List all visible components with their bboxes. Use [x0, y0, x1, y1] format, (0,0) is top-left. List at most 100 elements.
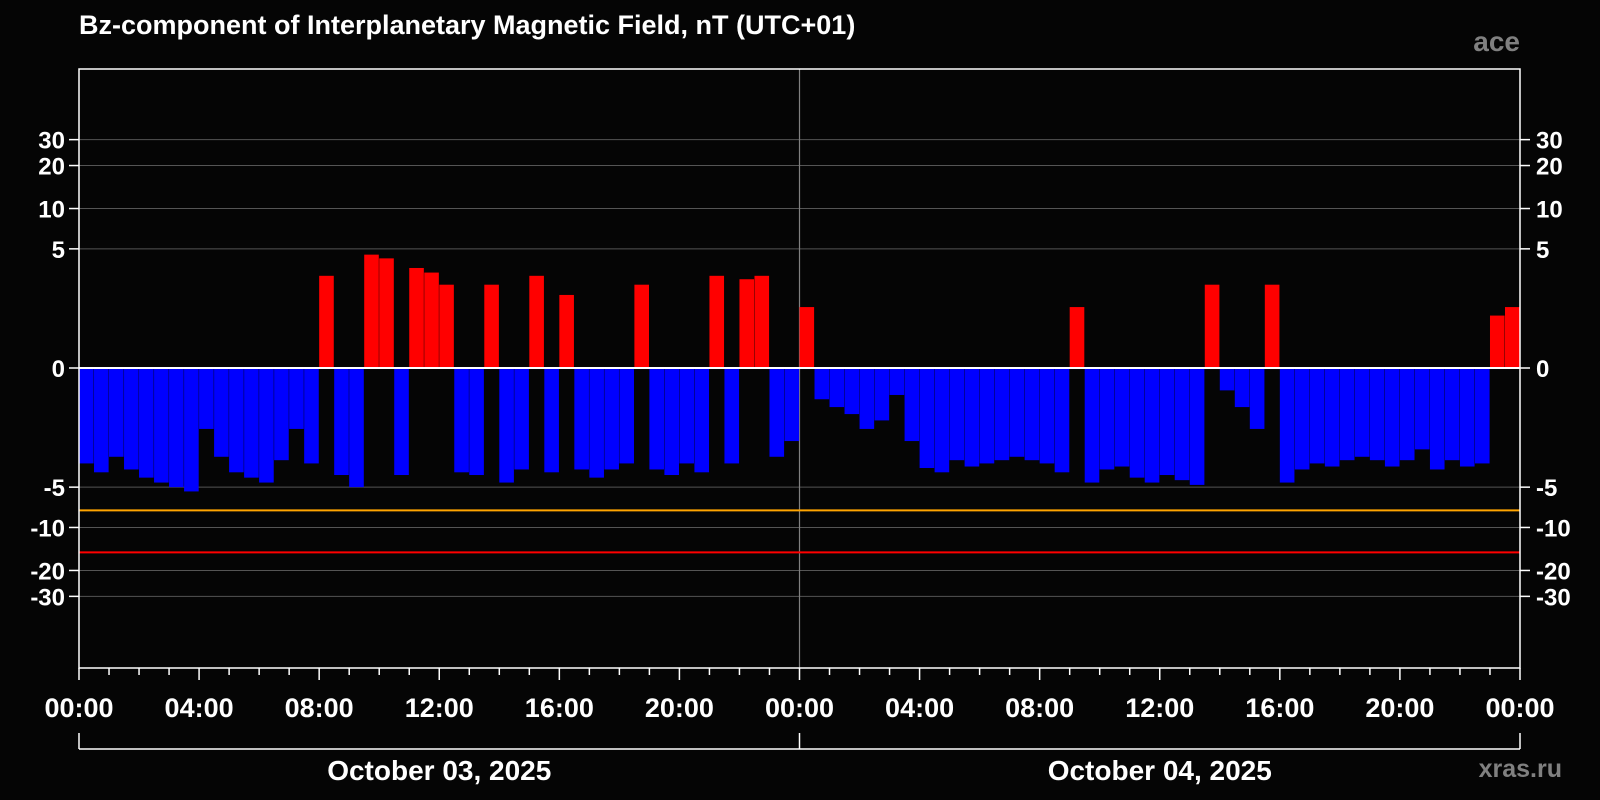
y-tick-label-left: 5 — [52, 237, 65, 264]
bz-bar — [559, 294, 574, 368]
bz-bar — [1054, 368, 1070, 473]
bz-bar — [424, 272, 439, 368]
bz-bar — [454, 368, 469, 473]
bz-bar — [544, 368, 559, 473]
bz-bar — [1369, 368, 1385, 461]
x-tick-label: 04:00 — [885, 693, 954, 723]
x-tick-label: 12:00 — [405, 693, 474, 723]
y-tick-label-left: 30 — [38, 128, 65, 155]
bz-bar — [1384, 368, 1400, 467]
bz-bar — [979, 368, 995, 464]
bz-bar — [469, 368, 484, 476]
x-tick-label: 08:00 — [285, 693, 354, 723]
bz-bar — [274, 368, 289, 461]
bz-bar — [94, 368, 109, 473]
bars-layer — [79, 254, 1520, 492]
bz-bar — [589, 368, 604, 478]
bz-bar — [859, 368, 875, 429]
bz-bar — [379, 258, 394, 368]
bz-bar — [739, 279, 755, 368]
bz-bar — [1504, 307, 1520, 368]
bz-bar — [1324, 368, 1340, 467]
y-tick-label-left: -10 — [30, 515, 65, 542]
bz-bar — [1204, 284, 1220, 368]
x-tick-label: 00:00 — [765, 693, 834, 723]
y-tick-label-right: -20 — [1536, 558, 1571, 585]
bz-bar — [319, 275, 334, 368]
bz-bar — [709, 275, 725, 368]
bz-bar — [649, 368, 665, 470]
bz-bar — [1339, 368, 1355, 461]
y-tick-label-right: 10 — [1536, 197, 1563, 224]
bz-bar — [79, 368, 94, 464]
x-tick-label: 08:00 — [1005, 693, 1074, 723]
bz-bar — [529, 275, 544, 368]
bz-bar — [1099, 368, 1115, 470]
bz-bar — [1159, 368, 1175, 476]
bz-bar — [259, 368, 274, 483]
bz-bar — [304, 368, 319, 464]
bz-bar — [1144, 368, 1160, 483]
y-tick-label-right: -5 — [1536, 475, 1557, 502]
bz-bar — [574, 368, 589, 470]
bz-bar — [124, 368, 139, 470]
bz-bar — [1174, 368, 1190, 481]
bz-bar — [934, 368, 950, 473]
bz-bar — [814, 368, 830, 400]
bz-bar — [169, 368, 184, 488]
bz-bar — [1354, 368, 1370, 457]
bz-bar — [679, 368, 695, 464]
site-watermark: xras.ru — [1478, 755, 1562, 783]
bz-bar — [619, 368, 634, 464]
bz-bar — [184, 368, 199, 492]
bz-bar — [769, 368, 785, 457]
x-tick-label: 20:00 — [1365, 693, 1434, 723]
bz-bar — [514, 368, 529, 470]
bz-bar — [1279, 368, 1295, 483]
y-tick-label-left: -5 — [44, 475, 65, 502]
bz-bar — [604, 368, 619, 470]
x-tick-label: 12:00 — [1125, 693, 1194, 723]
y-tick-label-left: -30 — [30, 584, 65, 611]
bz-bar — [229, 368, 244, 473]
bz-bar — [844, 368, 860, 415]
bz-bar — [1084, 368, 1100, 483]
bz-bar — [1459, 368, 1475, 467]
y-tick-label-right: -30 — [1536, 584, 1571, 611]
bz-bar — [214, 368, 229, 457]
bz-bar — [904, 368, 920, 442]
bz-bar — [994, 368, 1010, 461]
y-tick-label-left: 20 — [38, 154, 65, 181]
bz-bar — [394, 368, 409, 476]
x-tick-label: 00:00 — [44, 693, 113, 723]
y-tick-label-right: -10 — [1536, 515, 1571, 542]
bz-bar — [1039, 368, 1055, 464]
bz-bar — [1429, 368, 1445, 470]
bz-bar — [1219, 368, 1235, 391]
bz-bar — [889, 368, 905, 395]
chart-title: Bz-component of Interplanetary Magnetic … — [79, 10, 856, 40]
bz-bar — [1474, 368, 1490, 464]
bz-bar — [349, 368, 364, 488]
bz-bar — [949, 368, 965, 461]
bz-bar — [139, 368, 154, 478]
y-tick-label-right: 0 — [1536, 356, 1549, 383]
bz-bar — [1309, 368, 1325, 464]
bz-bar — [289, 368, 304, 429]
bz-bar — [964, 368, 980, 467]
bz-bar — [199, 368, 214, 429]
bz-bar — [1129, 368, 1145, 478]
bz-bar — [694, 368, 710, 473]
bz-bar — [919, 368, 935, 469]
bz-bar — [244, 368, 259, 478]
y-tick-label-left: 0 — [52, 356, 65, 383]
bz-bar — [364, 254, 379, 368]
date-label: October 04, 2025 — [1048, 755, 1272, 786]
x-tick-label: 00:00 — [1485, 693, 1554, 723]
bz-bar — [1009, 368, 1025, 457]
y-tick-label-left: -20 — [30, 558, 65, 585]
bz-bar — [1444, 368, 1460, 461]
bz-bar — [334, 368, 349, 476]
bz-bar — [1069, 307, 1085, 368]
